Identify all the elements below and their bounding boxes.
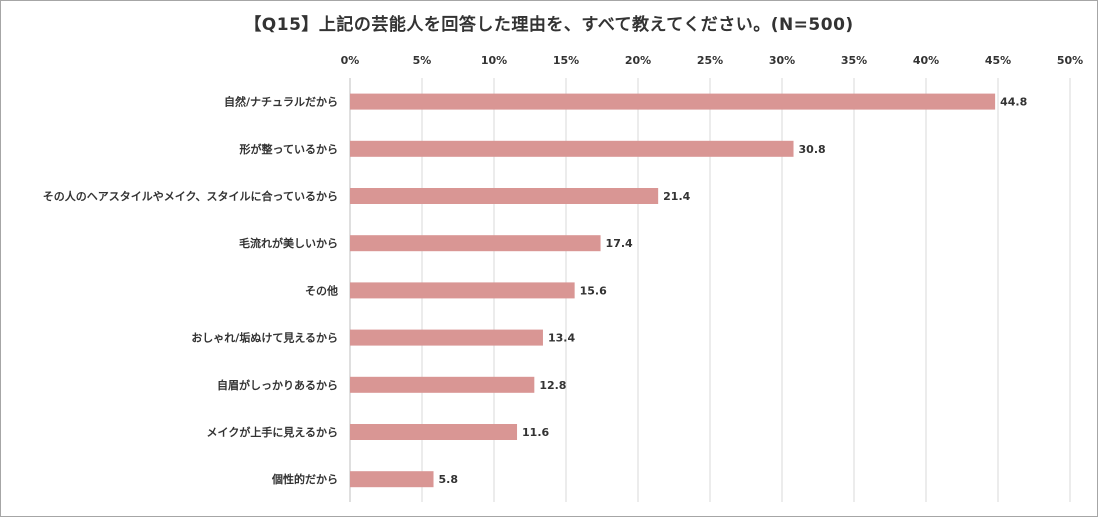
data-label: 12.8 (539, 379, 566, 392)
category-label: おしゃれ/垢ぬけて見えるから (191, 331, 338, 345)
bar (350, 424, 518, 440)
category-label: その人のヘアスタイルやメイク、スタイルに合っているから (43, 189, 338, 203)
data-label: 13.4 (548, 332, 575, 345)
x-tick-label: 50% (1057, 54, 1083, 67)
category-label: 自然/ナチュラルだから (224, 95, 338, 109)
category-label: 自眉がしっかりあるから (217, 378, 338, 392)
data-label: 30.8 (799, 143, 826, 156)
bar (350, 235, 601, 252)
x-tick-label: 15% (553, 54, 579, 67)
bar (350, 471, 434, 488)
x-tick-label: 45% (985, 54, 1011, 67)
category-label: 形が整っているから (240, 142, 338, 156)
data-label: 11.6 (522, 426, 549, 439)
x-tick-label: 0% (341, 54, 360, 67)
bar (350, 140, 794, 157)
data-label: 15.6 (580, 284, 607, 297)
bar (350, 188, 659, 204)
bar (350, 282, 575, 299)
data-label: 44.8 (1000, 96, 1027, 109)
x-tick-label: 10% (481, 54, 507, 67)
data-label: 21.4 (663, 190, 690, 203)
x-tick-label: 20% (625, 54, 651, 67)
data-label: 5.8 (439, 473, 459, 486)
bar (350, 93, 996, 110)
data-label: 17.4 (606, 237, 633, 250)
x-tick-label: 40% (913, 54, 939, 67)
bar (350, 329, 543, 346)
x-tick-label: 5% (413, 54, 432, 67)
x-tick-label: 30% (769, 54, 795, 67)
bar (350, 376, 535, 393)
chart-title: 【Q15】上記の芸能人を回答した理由を、すべて教えてください。(N=500) (244, 15, 854, 35)
x-tick-label: 25% (697, 54, 723, 67)
category-label: メイクが上手に見えるから (207, 425, 338, 439)
x-tick-label: 35% (841, 54, 867, 67)
category-label: 個性的だから (271, 472, 338, 486)
category-label: 毛流れが美しいから (239, 236, 338, 250)
category-label: その他 (305, 283, 338, 297)
